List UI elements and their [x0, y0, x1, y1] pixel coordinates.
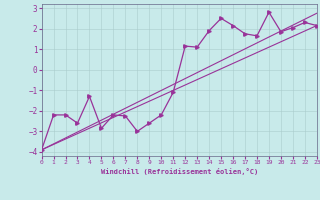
X-axis label: Windchill (Refroidissement éolien,°C): Windchill (Refroidissement éolien,°C) [100, 168, 258, 175]
